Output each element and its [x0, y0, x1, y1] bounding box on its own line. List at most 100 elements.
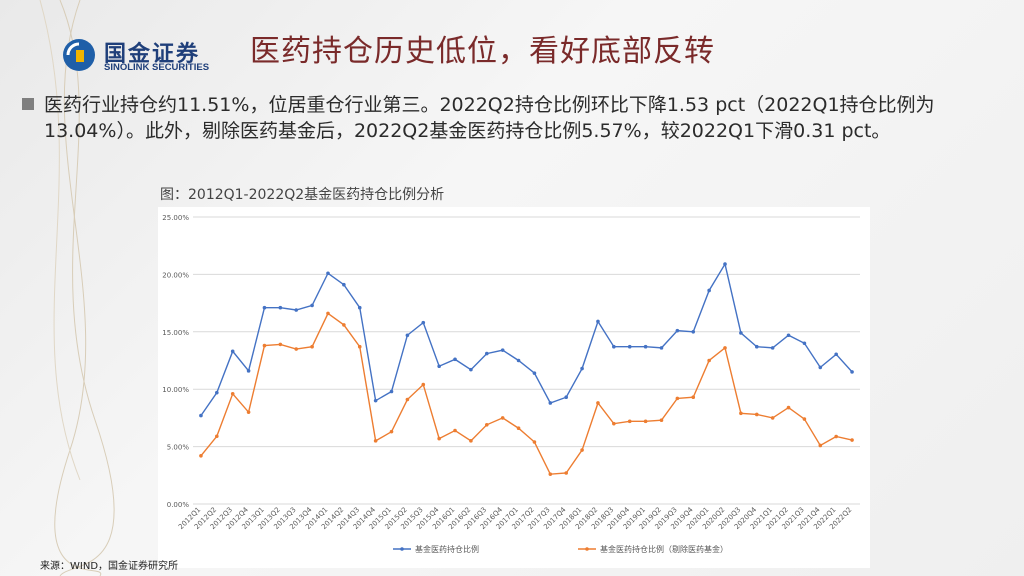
data-point — [342, 323, 346, 327]
data-point — [389, 389, 394, 394]
data-point — [294, 347, 299, 351]
data-point — [818, 365, 823, 370]
data-point — [564, 471, 569, 475]
data-point — [723, 346, 727, 350]
data-point — [230, 391, 235, 396]
data-point — [564, 395, 569, 400]
data-point — [596, 401, 600, 405]
data-point — [739, 331, 743, 335]
data-point — [421, 382, 426, 387]
data-point — [659, 346, 664, 350]
data-point — [278, 342, 283, 347]
data-point — [643, 419, 648, 424]
data-point — [580, 366, 584, 371]
data-point — [612, 344, 616, 349]
data-point — [691, 330, 696, 334]
data-point — [770, 346, 775, 350]
y-tick-label: 15.00% — [162, 329, 189, 337]
data-point — [627, 419, 632, 424]
data-point — [469, 367, 473, 372]
data-point — [373, 439, 378, 443]
data-point — [739, 411, 743, 416]
data-point — [437, 436, 441, 441]
data-point — [262, 305, 267, 310]
data-point — [215, 434, 219, 439]
data-point — [199, 413, 203, 418]
data-point — [294, 308, 299, 312]
slide-title: 医药持仓历史低位，看好底部反转 — [250, 34, 715, 69]
data-point — [754, 412, 759, 417]
data-point — [215, 390, 219, 395]
data-point — [707, 288, 711, 293]
data-point — [691, 395, 696, 400]
data-point — [723, 262, 727, 266]
chart-container: 0.00% 5.00% 10.00% 15.00% 20.00% 25.00% 2012Q1… — [158, 207, 870, 568]
data-point — [326, 311, 330, 316]
y-tick-label: 25.00% — [162, 214, 189, 222]
data-point — [278, 305, 283, 310]
legend-label: 基金医药持仓比例（剔除医药基金） — [600, 544, 728, 554]
data-point — [516, 426, 521, 431]
line-chart: 0.00%5.00%10.00%15.00%20.00%25.00%2012Q1… — [162, 214, 860, 554]
data-point — [850, 438, 854, 442]
data-point — [484, 351, 489, 356]
y-tick-label: 5.00% — [167, 444, 190, 452]
brand-name-en: SINOLINK SECURITIES — [104, 62, 210, 73]
data-point — [532, 440, 537, 444]
source-note: 来源：WIND，国金证券研究所 — [40, 561, 179, 572]
data-point — [453, 428, 457, 433]
data-point — [516, 358, 521, 363]
data-point — [818, 443, 823, 448]
brand-logo-icon — [63, 39, 95, 71]
brand-name-cn: 国金证券 — [104, 42, 201, 67]
data-point — [548, 472, 553, 476]
data-point — [310, 303, 314, 308]
data-point — [612, 421, 616, 426]
data-point — [707, 358, 711, 363]
data-point — [659, 418, 664, 422]
y-tick-label: 10.00% — [162, 386, 189, 394]
data-point — [453, 357, 457, 362]
data-point — [675, 396, 680, 401]
data-point — [357, 344, 362, 349]
brand-logo: 国金证券 SINOLINK SECURITIES — [62, 36, 252, 76]
data-point — [627, 344, 632, 349]
data-point — [802, 417, 807, 421]
data-point — [500, 348, 505, 352]
data-point — [437, 364, 441, 369]
data-point — [310, 344, 314, 349]
data-point — [342, 282, 346, 287]
data-point — [373, 398, 378, 403]
data-point — [405, 333, 410, 338]
series-line-1 — [200, 262, 853, 417]
data-point — [405, 397, 410, 402]
data-point — [262, 343, 267, 348]
data-point — [246, 369, 251, 373]
figure-caption: 图：2012Q1-2022Q2基金医药持仓比例分析 — [160, 187, 445, 203]
data-point — [469, 439, 473, 443]
data-point — [675, 328, 680, 333]
data-point — [802, 341, 807, 346]
y-tick-label: 20.00% — [162, 271, 189, 279]
data-point — [580, 448, 584, 452]
data-point — [246, 410, 251, 414]
data-point — [326, 271, 330, 276]
series-line-2 — [200, 312, 853, 475]
data-point — [389, 429, 394, 434]
legend-marker — [585, 547, 589, 551]
data-point — [786, 333, 791, 338]
data-point — [484, 422, 489, 427]
data-point — [834, 434, 838, 439]
data-point — [770, 416, 775, 420]
data-point — [357, 305, 362, 310]
bullet-square-icon — [22, 98, 34, 110]
y-tick-label: 0.00% — [167, 501, 190, 509]
legend-label: 基金医药持仓比例 — [415, 544, 479, 554]
data-point — [643, 344, 648, 349]
data-point — [532, 371, 537, 375]
data-point — [754, 344, 759, 349]
data-point — [500, 416, 505, 420]
legend-marker — [400, 547, 404, 551]
data-point — [850, 370, 854, 374]
data-point — [834, 352, 838, 357]
